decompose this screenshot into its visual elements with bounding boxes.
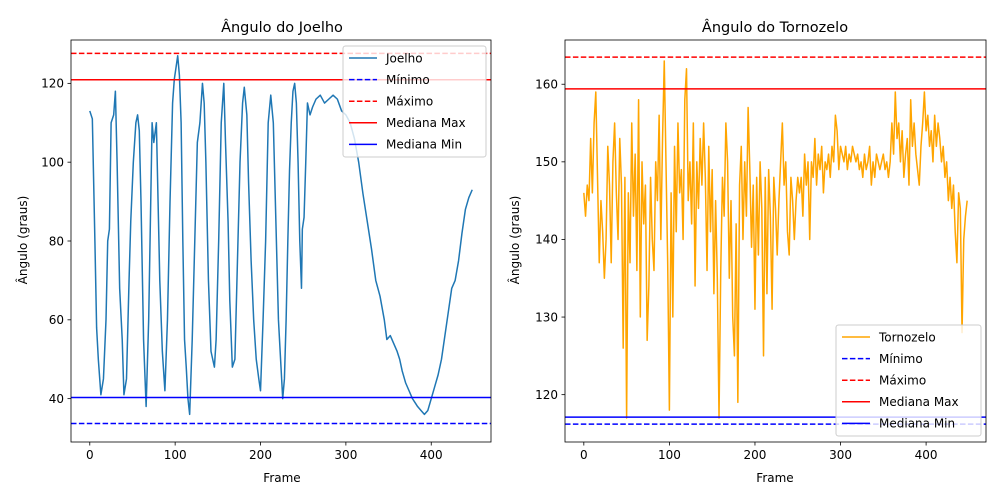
legend-label: Máximo <box>879 374 926 388</box>
y-tick-label: 40 <box>49 392 64 406</box>
y-tick-label: 80 <box>49 234 64 248</box>
x-axis-label: Frame <box>263 471 300 485</box>
legend-label: Mínimo <box>386 73 430 87</box>
legend-label: Mediana Min <box>879 417 955 431</box>
legend: Joelho Mínimo Máximo Mediana Max Mediana Min <box>342 45 487 158</box>
x-tick-label: 400 <box>915 448 938 462</box>
legend-label: Mínimo <box>879 352 923 366</box>
y-tick-label: 160 <box>535 78 558 92</box>
legend-box <box>342 45 487 158</box>
y-tick-label: 120 <box>41 77 64 91</box>
y-axis-label: Ângulo (graus) <box>15 196 30 285</box>
y-tick-label: 130 <box>535 310 558 324</box>
y-tick-label: 120 <box>535 388 558 402</box>
legend: Tornozelo Mínimo Máximo Mediana Max Mediana … <box>835 324 982 437</box>
series-line-0 <box>583 60 968 419</box>
series-line-0 <box>89 55 473 416</box>
x-tick-label: 100 <box>658 448 681 462</box>
legend-label: Mediana Max <box>879 395 959 409</box>
legend-label: Máximo <box>386 95 433 109</box>
x-tick-label: 200 <box>744 448 767 462</box>
x-tick-label: 100 <box>164 448 187 462</box>
legend-label: Mediana Min <box>386 138 462 152</box>
y-axis-label: Ângulo (graus) <box>507 196 522 285</box>
x-tick-label: 0 <box>86 448 94 462</box>
x-tick-label: 0 <box>580 448 588 462</box>
chart-knee-angle: Ângulo do Joelho Frame Ângulo (graus) 0 1… <box>15 18 492 485</box>
legend-label: Joelho <box>385 51 423 65</box>
legend-box <box>835 324 982 437</box>
y-tick-label: 100 <box>41 155 64 169</box>
chart-title: Ângulo do Joelho <box>221 18 343 36</box>
x-tick-label: 300 <box>334 448 357 462</box>
x-tick-label: 400 <box>420 448 443 462</box>
axes-frame <box>564 39 987 443</box>
chart-title: Ângulo do Tornozelo <box>702 18 848 36</box>
x-axis-label: Frame <box>756 471 793 485</box>
legend-label: Mediana Max <box>386 116 466 130</box>
chart-ankle-angle: Ângulo do Tornozelo Frame Ângulo (graus)… <box>507 18 987 485</box>
y-tick-label: 150 <box>535 155 558 169</box>
legend-label: Tornozelo <box>878 330 936 344</box>
y-tick-label: 60 <box>49 313 64 327</box>
x-tick-label: 200 <box>249 448 272 462</box>
y-tick-label: 140 <box>535 233 558 247</box>
x-tick-label: 300 <box>829 448 852 462</box>
